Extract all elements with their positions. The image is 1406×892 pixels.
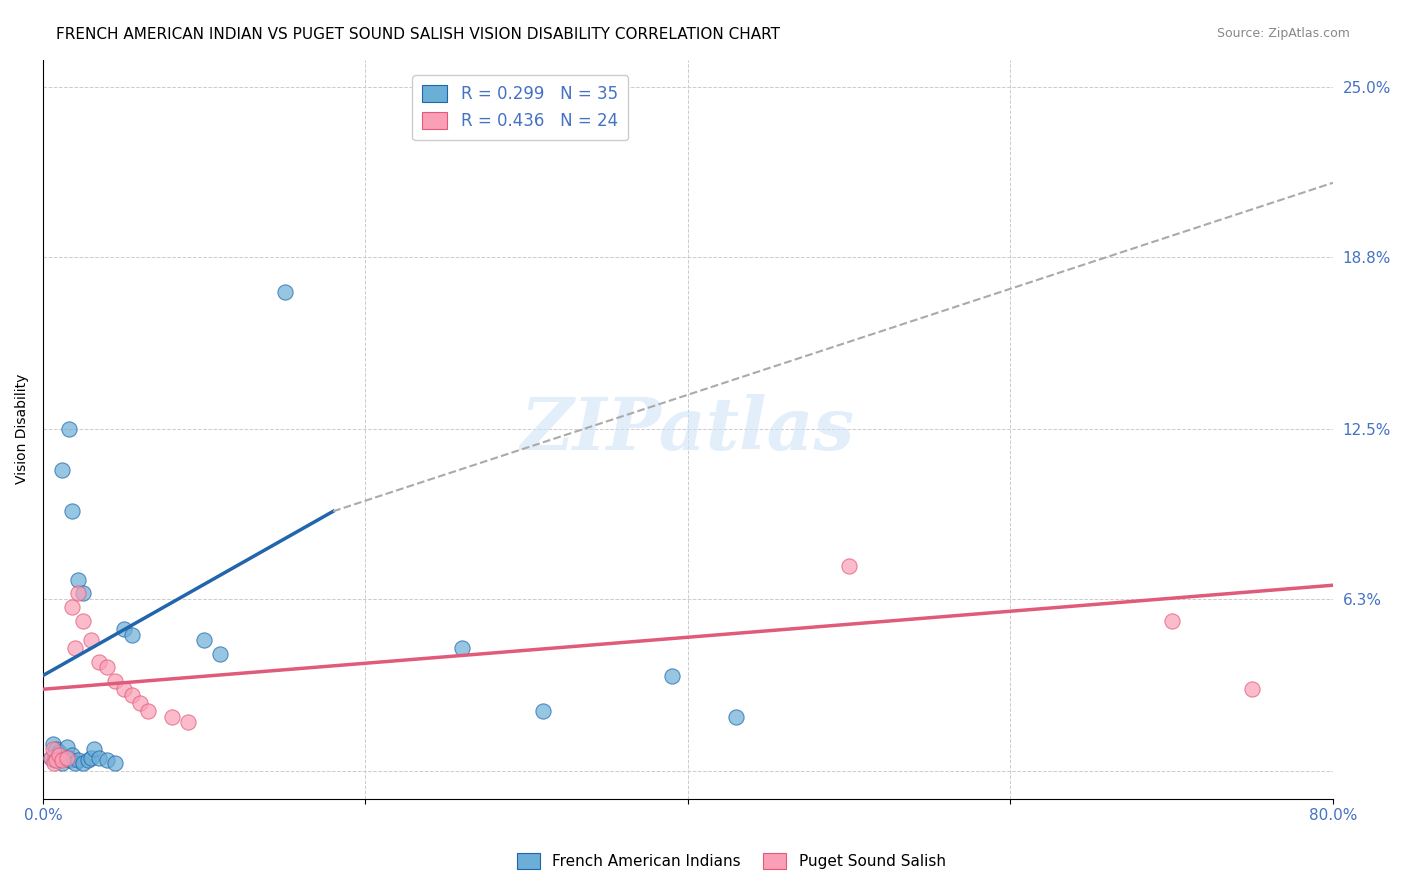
Point (48, 747, 70, 762)
Text: ZIPatlas: ZIPatlas (520, 393, 855, 465)
Point (60, 747, 83, 762)
Point (58, 750, 80, 764)
Point (44, 754, 66, 768)
Point (274, 285, 297, 300)
Point (67, 754, 90, 768)
Point (112, 622, 135, 636)
Point (39, 750, 62, 764)
Point (60, 600, 83, 615)
Point (58, 422, 80, 436)
Point (63, 641, 86, 656)
Point (77, 754, 100, 768)
Point (89, 655, 111, 669)
Point (51, 754, 73, 768)
Point (56, 739, 79, 754)
Point (1241, 682, 1264, 697)
Point (63, 756, 86, 771)
Point (48, 745, 70, 759)
Point (41, 742, 63, 756)
Point (104, 756, 127, 771)
Point (160, 709, 183, 723)
Point (56, 750, 79, 764)
Point (451, 641, 474, 656)
Point (72, 586, 94, 600)
Point (128, 696, 150, 710)
Point (45, 742, 67, 756)
Point (531, 704, 554, 718)
Point (41, 737, 63, 751)
Point (725, 709, 748, 723)
Point (838, 559, 860, 574)
Point (121, 627, 143, 641)
Point (52, 750, 75, 764)
Point (45, 754, 67, 768)
Point (177, 715, 200, 730)
Point (59, 754, 82, 768)
Point (80, 632, 103, 647)
Point (51, 463, 73, 477)
Point (67, 586, 90, 600)
Point (39, 750, 62, 764)
Point (193, 632, 215, 647)
Text: Source: ZipAtlas.com: Source: ZipAtlas.com (1216, 27, 1350, 40)
Point (104, 673, 127, 688)
Point (661, 668, 683, 682)
Legend: French American Indians, Puget Sound Salish: French American Indians, Puget Sound Sal… (510, 847, 952, 875)
Point (46, 747, 69, 762)
Point (60, 504, 83, 518)
Point (96, 754, 118, 768)
Legend: R = 0.299   N = 35, R = 0.436   N = 24: R = 0.299 N = 35, R = 0.436 N = 24 (412, 75, 628, 140)
Point (121, 688, 143, 702)
Point (96, 660, 118, 674)
Point (44, 756, 66, 771)
Y-axis label: Vision Disability: Vision Disability (15, 374, 30, 484)
Point (89, 750, 111, 764)
Point (72, 614, 94, 628)
Point (112, 682, 135, 697)
Point (209, 647, 232, 661)
Point (1160, 614, 1182, 628)
Point (136, 704, 159, 718)
Text: FRENCH AMERICAN INDIAN VS PUGET SOUND SALISH VISION DISABILITY CORRELATION CHART: FRENCH AMERICAN INDIAN VS PUGET SOUND SA… (56, 27, 780, 42)
Point (51, 756, 73, 771)
Point (72, 756, 94, 771)
Point (80, 750, 103, 764)
Point (67, 573, 90, 587)
Point (83, 742, 105, 756)
